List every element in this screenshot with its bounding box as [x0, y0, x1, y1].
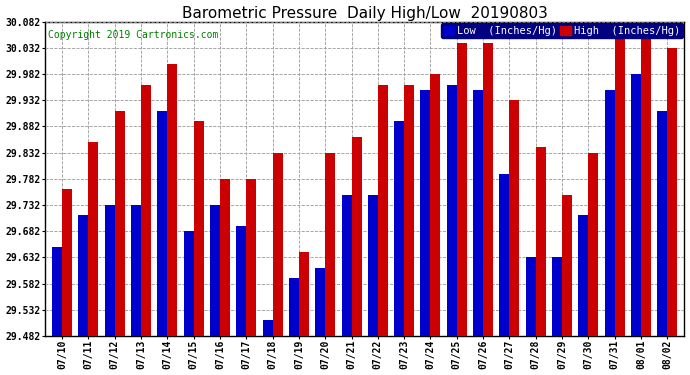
Bar: [420, 90, 431, 336]
Bar: [457, 43, 467, 336]
Bar: [615, 32, 624, 336]
Bar: [105, 205, 115, 336]
Bar: [552, 257, 562, 336]
Bar: [131, 205, 141, 336]
Bar: [141, 84, 151, 336]
Text: Copyright 2019 Cartronics.com: Copyright 2019 Cartronics.com: [48, 30, 219, 40]
Bar: [404, 84, 414, 336]
Bar: [115, 111, 125, 336]
Bar: [220, 179, 230, 336]
Bar: [473, 90, 483, 336]
Bar: [351, 137, 362, 336]
Bar: [325, 153, 335, 336]
Bar: [589, 153, 598, 336]
Bar: [431, 74, 440, 336]
Legend: Low  (Inches/Hg), High  (Inches/Hg): Low (Inches/Hg), High (Inches/Hg): [441, 23, 683, 39]
Bar: [52, 247, 62, 336]
Bar: [604, 90, 615, 336]
Bar: [246, 179, 256, 336]
Bar: [342, 195, 351, 336]
Bar: [184, 231, 194, 336]
Bar: [394, 121, 404, 336]
Bar: [368, 195, 378, 336]
Bar: [263, 320, 273, 336]
Bar: [641, 27, 651, 336]
Bar: [299, 252, 309, 336]
Bar: [378, 84, 388, 336]
Bar: [315, 268, 325, 336]
Bar: [483, 43, 493, 336]
Bar: [578, 216, 589, 336]
Bar: [210, 205, 220, 336]
Bar: [157, 111, 168, 336]
Bar: [535, 147, 546, 336]
Bar: [562, 195, 572, 336]
Bar: [631, 74, 641, 336]
Bar: [526, 257, 535, 336]
Bar: [289, 278, 299, 336]
Title: Barometric Pressure  Daily High/Low  20190803: Barometric Pressure Daily High/Low 20190…: [181, 6, 548, 21]
Bar: [500, 174, 509, 336]
Bar: [88, 142, 99, 336]
Bar: [194, 121, 204, 336]
Bar: [667, 48, 678, 336]
Bar: [79, 216, 88, 336]
Bar: [273, 153, 283, 336]
Bar: [62, 189, 72, 336]
Bar: [447, 84, 457, 336]
Bar: [509, 100, 520, 336]
Bar: [236, 226, 246, 336]
Bar: [168, 64, 177, 336]
Bar: [658, 111, 667, 336]
